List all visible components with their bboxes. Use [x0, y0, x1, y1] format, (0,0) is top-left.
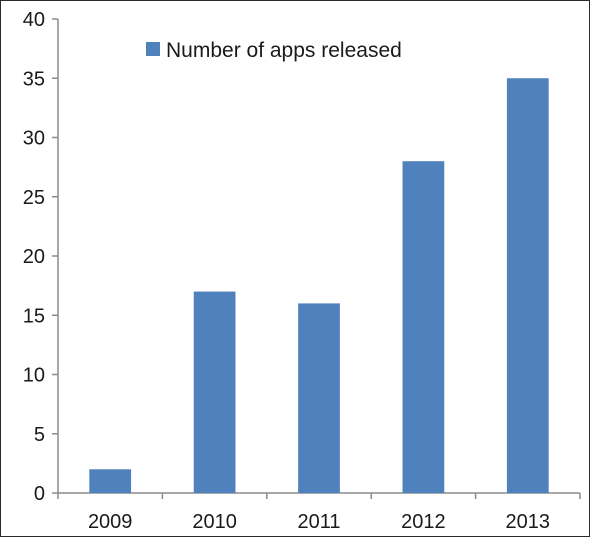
- y-axis: 0 5 10 15 20 25 30 35 40: [23, 9, 58, 505]
- series-bars: [89, 78, 549, 493]
- y-tick-label: 10: [23, 365, 45, 387]
- legend-label: Number of apps released: [166, 39, 402, 62]
- x-axis: 2009 2010 2011 2012 2013: [57, 493, 581, 533]
- bar-2010: [193, 291, 236, 493]
- bar-2011: [298, 303, 340, 493]
- legend-swatch: [146, 42, 160, 56]
- x-tick-label: 2012: [401, 511, 446, 533]
- y-tick-label: 15: [23, 305, 45, 327]
- x-tick-label: 2013: [506, 511, 551, 533]
- y-tick-label: 30: [23, 128, 45, 150]
- y-tick-label: 40: [23, 9, 45, 31]
- x-tick-label: 2010: [192, 511, 237, 533]
- legend: Number of apps released: [146, 39, 402, 62]
- bar-2013: [506, 78, 549, 493]
- y-tick-label: 35: [23, 68, 45, 90]
- x-tick-label: 2011: [297, 511, 340, 533]
- bar-2009: [89, 469, 132, 493]
- y-tick-label: 25: [23, 187, 45, 209]
- bar-2012: [402, 161, 445, 493]
- y-tick-label: 0: [34, 483, 45, 505]
- y-tick-label: 20: [23, 246, 45, 268]
- x-tick-label: 2009: [88, 511, 133, 533]
- y-tick-label: 5: [34, 424, 45, 446]
